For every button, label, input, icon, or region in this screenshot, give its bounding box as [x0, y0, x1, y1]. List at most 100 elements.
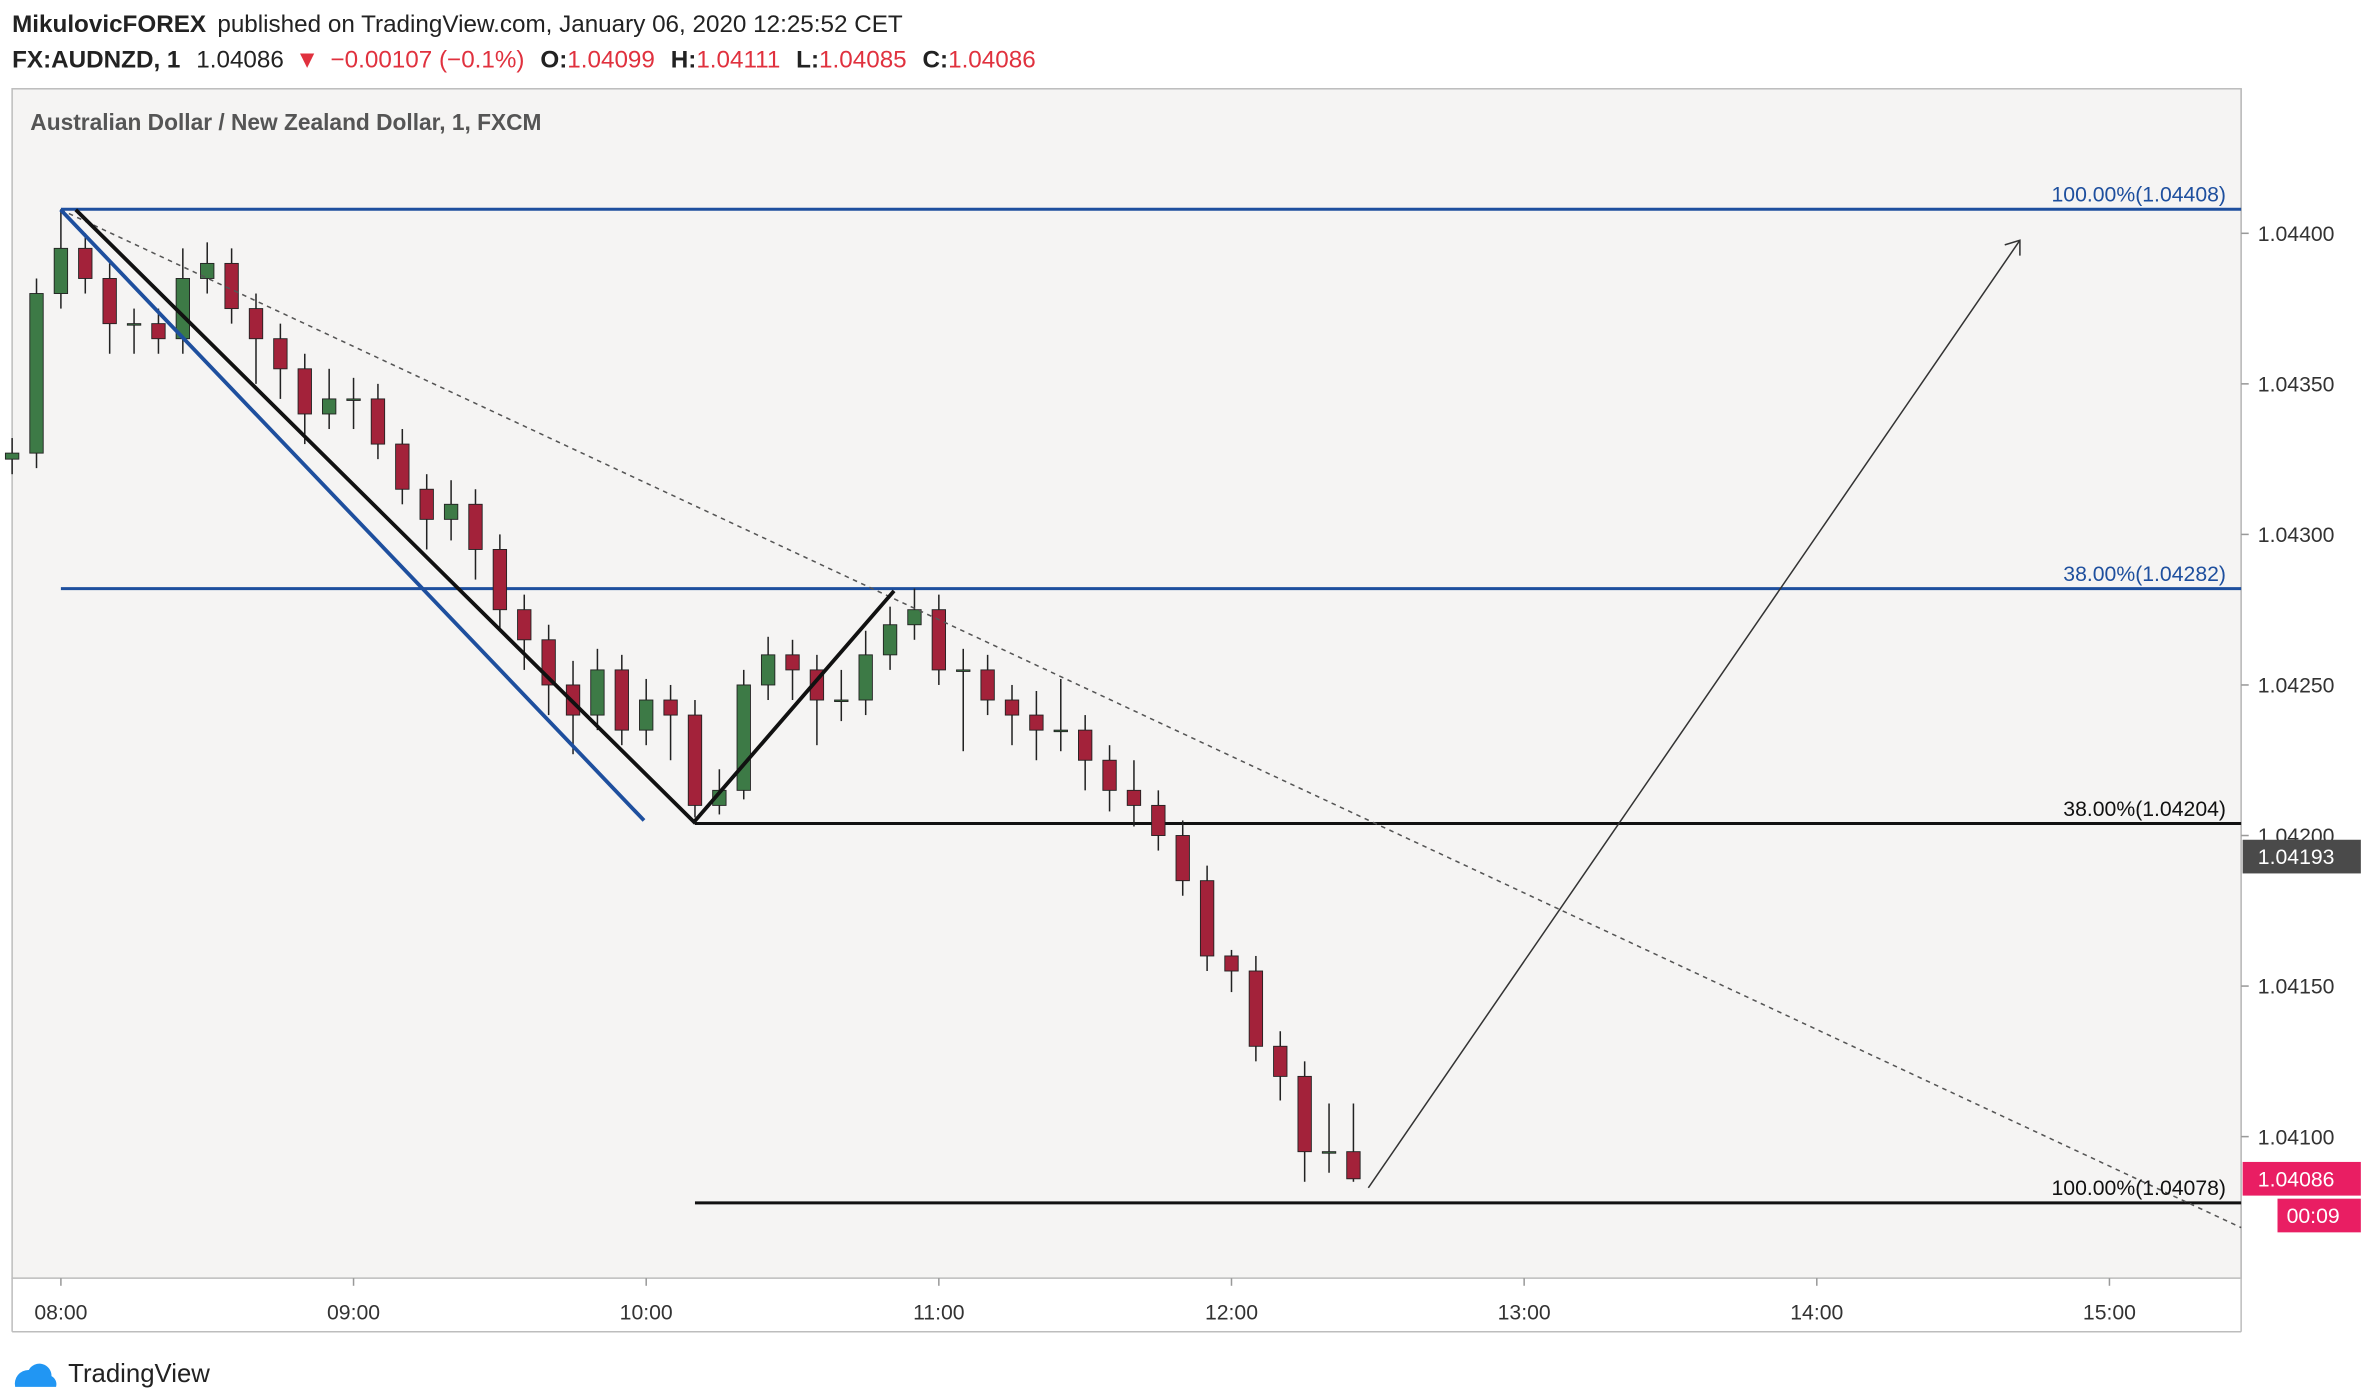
plot-area [11, 88, 2242, 1279]
price-tag [2242, 839, 2361, 874]
candle-body [663, 699, 678, 716]
candle-body [297, 368, 312, 415]
projection-arrow [1367, 239, 2021, 1189]
candle-body [956, 669, 971, 672]
candle-body [1273, 1045, 1288, 1077]
level-label: 100.00%(1.04078) [2051, 1176, 2225, 1200]
x-tick-label: 13:00 [1498, 1300, 1551, 1324]
y-tick-label: 1.04400 [2258, 222, 2335, 246]
level-label: 38.00%(1.04282) [2063, 562, 2226, 586]
candle-body [419, 488, 434, 520]
arrow-head [2004, 239, 2021, 256]
y-tick-label: 1.04300 [2258, 523, 2335, 547]
author: MikulovicFOREX [12, 11, 207, 38]
candle-body [931, 609, 947, 671]
logo: TradingView [14, 1360, 210, 1388]
candle-body [1248, 970, 1264, 1047]
candle-body [1151, 804, 1166, 836]
candle-body [200, 262, 215, 279]
candle-body [1053, 729, 1068, 733]
candle-body [248, 308, 264, 340]
candle-body [614, 669, 629, 731]
change: −0.00107 (−0.1%) [330, 46, 524, 73]
last-price: 1.04086 [196, 46, 284, 73]
candle-body [858, 654, 873, 701]
dotted-trendline [60, 209, 2242, 1229]
x-tick-label: 14:00 [1790, 1300, 1843, 1324]
candle-body [1004, 699, 1020, 716]
candle-body [639, 699, 654, 731]
candle-body [1297, 1075, 1312, 1153]
candle-body [1346, 1151, 1361, 1180]
candle-body [1102, 759, 1117, 791]
ohlc-value: 1.04085 [819, 46, 907, 73]
channel-line [59, 208, 646, 822]
candle-body [736, 684, 751, 791]
candle-body [590, 669, 605, 716]
candle-body [834, 699, 849, 703]
ohlc-label: C: [923, 46, 949, 73]
x-tick-label: 10:00 [620, 1300, 673, 1324]
price-tag-label: 1.04086 [2258, 1167, 2335, 1191]
candle-body [1078, 729, 1093, 761]
header-line-1: MikulovicFOREX published on TradingView.… [12, 11, 903, 38]
candle-body [517, 609, 532, 641]
candle-body [29, 293, 44, 454]
candle-body [53, 247, 69, 294]
x-tick-label: 08:00 [34, 1300, 87, 1324]
header-line-2: FX:AUDNZD, 1 1.04086 ▼ −0.00107 (−0.1%) … [12, 46, 1036, 73]
candle-body [492, 549, 508, 611]
candle-body [224, 262, 239, 310]
x-tick-label: 11:00 [913, 1300, 965, 1324]
published: published on TradingView.com, January 06… [217, 11, 902, 38]
y-tick-label: 1.04250 [2258, 674, 2335, 698]
ohlc-label: L: [796, 46, 819, 73]
candle-body [1126, 789, 1142, 806]
candle-body [980, 669, 995, 701]
candle-body [1224, 955, 1239, 972]
candle-body [370, 398, 386, 445]
price-tag [2242, 1161, 2361, 1196]
candle-body [102, 278, 117, 325]
change-arrow: ▼ [295, 46, 319, 73]
candle-body [151, 323, 166, 340]
level-label: 38.00%(1.04204) [2063, 797, 2226, 821]
candle-body [785, 654, 800, 671]
candle-body [395, 443, 410, 490]
symbol: FX:AUDNZD, 1 [12, 46, 180, 73]
candle-body [126, 323, 142, 326]
ohlc-value: 1.04086 [948, 46, 1036, 73]
x-tick-label: 09:00 [327, 1300, 380, 1324]
chart-title: Australian Dollar / New Zealand Dollar, … [30, 109, 541, 135]
y-tick-label: 1.04350 [2258, 372, 2335, 396]
candle-body [1199, 880, 1215, 957]
x-tick-label: 15:00 [2083, 1300, 2136, 1324]
y-tick-label: 1.04150 [2258, 975, 2335, 999]
candle-body [346, 398, 361, 401]
candle-body [78, 247, 93, 279]
ohlc-label: O: [540, 46, 567, 73]
candle-body [321, 398, 337, 415]
candle-body [760, 654, 776, 686]
countdown-tag [2277, 1198, 2361, 1233]
level-label: 100.00%(1.04408) [2051, 182, 2225, 206]
ohlc-value: 1.04099 [567, 46, 655, 73]
candle-body [443, 503, 459, 520]
ohlc-label: H: [671, 46, 697, 73]
ohlc-value: 1.04111 [696, 46, 780, 73]
countdown: 00:09 [2287, 1204, 2340, 1228]
abcd-pattern [74, 208, 896, 825]
x-tick-label: 12:00 [1205, 1300, 1258, 1324]
candle-body [4, 452, 20, 460]
candle-body [1175, 835, 1190, 882]
candle-body [468, 503, 483, 550]
plot [4, 207, 2242, 1205]
y-tick-label: 1.04100 [2258, 1125, 2335, 1149]
candle-body [1321, 1151, 1337, 1154]
candle-body [273, 338, 288, 370]
logo-icon [14, 1363, 57, 1387]
candle-body [1029, 714, 1044, 731]
